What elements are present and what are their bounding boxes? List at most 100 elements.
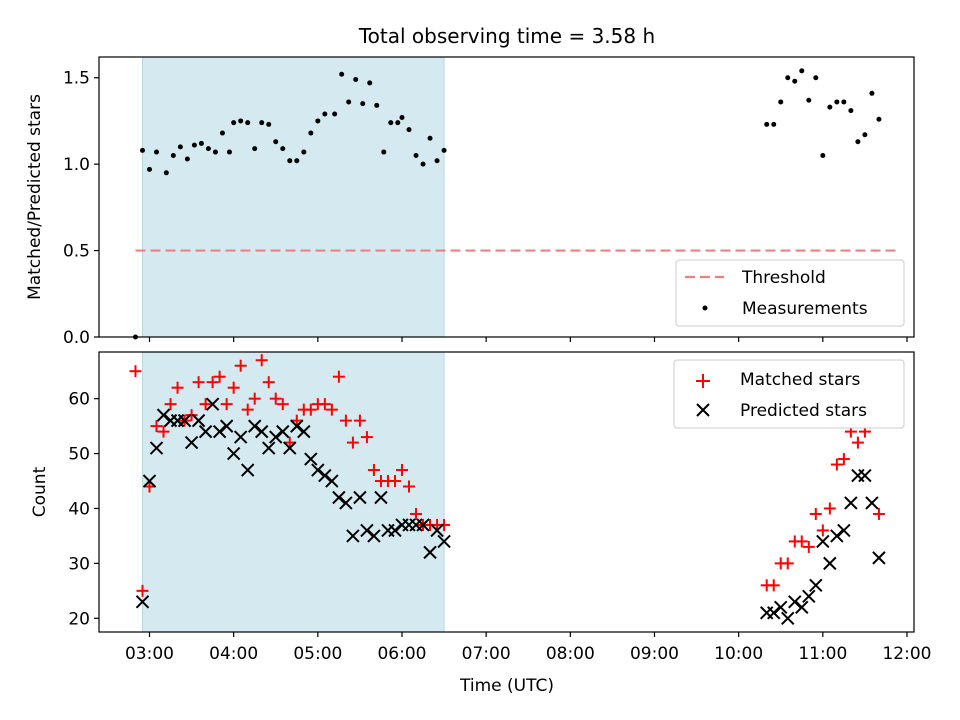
measurement-point: [399, 114, 405, 120]
measurement-point: [146, 166, 152, 172]
x-tick-label: 08:00: [546, 644, 595, 664]
measurement-point: [420, 161, 426, 167]
predicted-star-point: [269, 430, 283, 444]
matched-star-point: [438, 518, 451, 531]
measurement-point: [827, 104, 833, 110]
measurement-point: [413, 153, 419, 159]
matched-star-point: [262, 376, 275, 389]
predicted-star-point: [283, 441, 297, 455]
predicted-star-point: [177, 413, 192, 428]
measurement-point: [374, 102, 380, 108]
measurement-point: [848, 108, 854, 114]
matched-star-point: [129, 365, 142, 378]
shaded-interval-top: [141, 56, 445, 338]
matched-star-point: [353, 414, 366, 427]
matched-star-point: [367, 464, 380, 477]
measurement-point: [154, 149, 160, 155]
x-tick-label: 07:00: [462, 644, 511, 664]
predicted-star-point: [802, 589, 816, 604]
measurement-points: [132, 68, 882, 340]
x-tick-label: 10:00: [714, 644, 763, 664]
top-y-tick-label: 1.0: [63, 155, 90, 175]
measurement-point: [778, 99, 784, 105]
matched-star-point: [816, 524, 829, 537]
shaded-interval-bottom: [141, 351, 445, 633]
matched-star-point: [234, 359, 247, 372]
predicted-star-point: [423, 545, 437, 560]
measurement-point: [434, 158, 440, 164]
predicted-star-point: [788, 595, 802, 609]
predicted-star-point: [865, 496, 879, 510]
predicted-star-point: [290, 419, 304, 433]
measurement-point: [862, 132, 868, 138]
measurement-point: [294, 158, 300, 164]
x-tick-label: 04:00: [209, 644, 258, 664]
measurement-point: [273, 139, 279, 145]
measurement-point: [855, 139, 861, 145]
measurement-point: [219, 130, 225, 136]
predicted-star-point: [262, 441, 276, 455]
measurement-point: [308, 130, 314, 136]
predicted-star-point: [198, 424, 213, 439]
predicted-star-point: [816, 534, 830, 549]
predicted-star-point: [184, 435, 199, 450]
chart-title: Total observing time = 3.58 h: [358, 24, 655, 48]
legend-threshold-label: Threshold: [741, 268, 826, 288]
matched-star-point: [164, 398, 177, 411]
legend-top: Threshold Measurements: [675, 259, 905, 327]
predicted-star-point: [135, 595, 150, 609]
measurement-point: [820, 153, 826, 159]
matched-star-point: [269, 392, 282, 405]
matched-star-point: [767, 579, 780, 592]
predicted-star-point: [205, 397, 220, 411]
predicted-star-point: [430, 523, 444, 538]
predicted-star-point: [437, 534, 451, 549]
matched-star-point: [325, 403, 338, 416]
measurement-point: [388, 120, 394, 126]
matched-star-point: [339, 414, 352, 427]
matched-star-point: [220, 398, 233, 411]
predicted-star-point: [226, 446, 241, 461]
predicted-star-point: [233, 430, 248, 444]
matched-star-point: [206, 376, 219, 389]
matched-star-point: [171, 381, 184, 394]
matched-star-point: [192, 376, 205, 389]
matched-star-point: [781, 557, 794, 570]
matched-star-point: [346, 436, 359, 449]
measurement-point: [381, 149, 387, 155]
measurement-point: [226, 149, 232, 155]
predicted-star-point: [795, 600, 809, 615]
predicted-star-point: [360, 523, 374, 538]
matched-star-point: [304, 403, 317, 416]
bottom-y-tick-label: 50: [68, 445, 90, 465]
matched-star-point: [241, 403, 254, 416]
predicted-star-point: [297, 424, 311, 439]
top-y-tick-label: 0.0: [63, 328, 90, 348]
predicted-star-point: [219, 419, 234, 433]
top-y-axis-label: Matched/Predicted stars: [25, 94, 45, 300]
predicted-star-point: [212, 424, 227, 439]
measurement-point: [869, 90, 875, 96]
matched-star-point: [388, 475, 401, 488]
x-tick-label: 09:00: [630, 644, 679, 664]
top-panel-frame: [98, 56, 915, 338]
predicted-star-point: [318, 468, 332, 483]
legend-predicted-swatch: [696, 403, 710, 417]
legend-measurements-swatch: [702, 305, 708, 311]
legend-matched-label: Matched stars: [740, 370, 860, 390]
measurement-point: [205, 146, 211, 152]
predicted-star-point: [339, 496, 353, 510]
predicted-star-point: [416, 518, 430, 532]
measurement-point: [163, 170, 169, 176]
predicted-star-point: [872, 551, 886, 565]
matched-star-point: [227, 381, 240, 394]
matched-star-point: [213, 370, 226, 383]
predicted-star-point: [311, 463, 325, 477]
measurement-point: [177, 144, 183, 150]
predicted-star-point: [837, 523, 851, 538]
predicted-star-point: [781, 611, 795, 625]
measurement-point: [332, 111, 338, 117]
matched-star-point: [255, 354, 268, 367]
top-x-ticks: [148, 337, 908, 342]
matched-star-point: [837, 453, 850, 466]
